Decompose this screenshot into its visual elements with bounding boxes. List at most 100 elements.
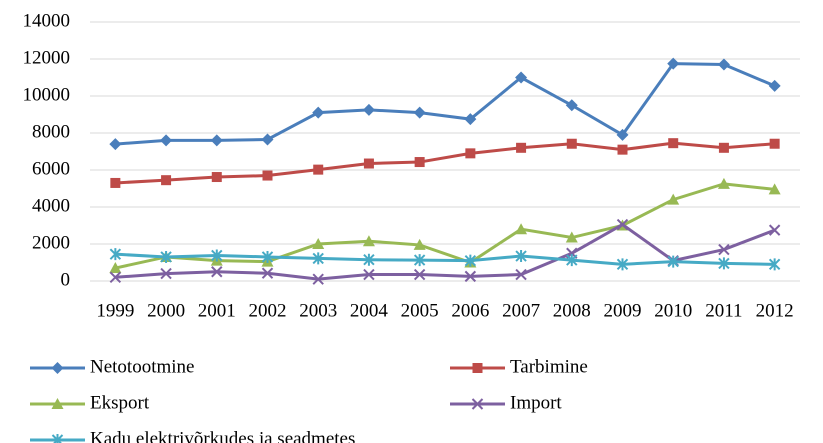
marker [464,270,477,283]
y-tick-label: 6000 [32,158,70,179]
legend-label: Import [510,392,562,413]
marker [515,223,528,235]
marker [261,250,274,263]
marker [768,79,781,92]
x-tick-label: 1999 [96,300,134,321]
marker [109,271,122,284]
marker [109,248,122,261]
legend-label: Eksport [90,392,150,413]
x-tick-label: 2004 [350,300,389,321]
x-tick-label: 2005 [401,300,439,321]
marker [464,113,477,126]
marker [414,157,425,168]
legend-marker [51,398,64,409]
marker [515,250,527,263]
marker [211,172,222,183]
y-tick-label: 0 [61,269,71,290]
x-tick-label: 2010 [654,300,692,321]
marker [109,262,122,274]
marker [718,243,730,256]
marker [616,128,629,141]
x-tick-label: 2000 [147,300,185,321]
x-tick-label: 2006 [451,300,489,321]
marker [312,238,325,249]
marker [565,231,578,243]
marker [769,138,780,149]
marker [413,238,426,250]
marker [363,268,375,281]
marker [312,252,324,265]
y-tick-label: 10000 [23,84,71,105]
y-tick-label: 4000 [32,195,70,216]
marker [413,106,426,119]
marker [413,268,426,281]
marker [768,224,781,236]
marker [566,138,577,149]
marker [160,134,173,147]
marker [516,142,527,153]
marker [768,258,781,271]
y-tick-label: 12000 [23,47,71,68]
marker [616,218,629,231]
x-tick-label: 2002 [249,300,287,321]
marker [667,57,680,70]
x-tick-label: 2011 [705,300,742,321]
legend-label: Tarbimine [510,356,588,377]
marker [363,253,375,266]
marker [667,193,680,205]
x-tick-label: 2009 [604,300,642,321]
marker [566,254,578,267]
marker [110,177,121,188]
marker [313,164,324,175]
marker [718,142,729,153]
legend-label: Netotootmine [90,356,194,377]
marker [515,268,527,281]
legend-marker [472,363,483,373]
marker [718,257,730,270]
legend-marker [51,434,64,443]
marker [768,183,781,195]
marker [262,170,273,181]
marker [717,177,730,189]
marker [211,249,223,262]
legend-marker [51,362,64,374]
marker [312,273,324,285]
marker [312,106,325,119]
marker [464,254,477,267]
marker [515,71,528,84]
marker [413,254,426,267]
marker [667,255,679,268]
marker [160,250,172,263]
marker [161,175,172,186]
marker [668,138,679,149]
x-tick-label: 2008 [553,300,591,321]
legend-label: Kadu elektrivõrkudes ja seadmetes [90,428,355,443]
marker [362,103,375,116]
x-tick-label: 2003 [299,300,337,321]
marker [261,267,274,279]
series-line [115,222,776,281]
x-tick-label: 2007 [502,300,540,321]
marker [160,267,172,280]
marker [465,148,476,159]
series-line [115,252,775,266]
marker [210,134,223,147]
x-tick-label: 2001 [198,300,236,321]
marker [211,266,223,278]
y-tick-label: 8000 [32,121,70,142]
marker [717,58,730,71]
marker [565,99,578,112]
legend-marker [471,398,484,410]
marker [261,133,274,146]
series-line [115,62,776,146]
y-tick-label: 14000 [23,10,71,31]
marker [363,158,374,169]
series-line [115,182,775,270]
marker [362,235,375,247]
marker [109,138,122,151]
x-tick-label: 2012 [756,300,794,321]
marker [616,258,629,271]
series-line [115,141,775,185]
marker [617,144,628,155]
